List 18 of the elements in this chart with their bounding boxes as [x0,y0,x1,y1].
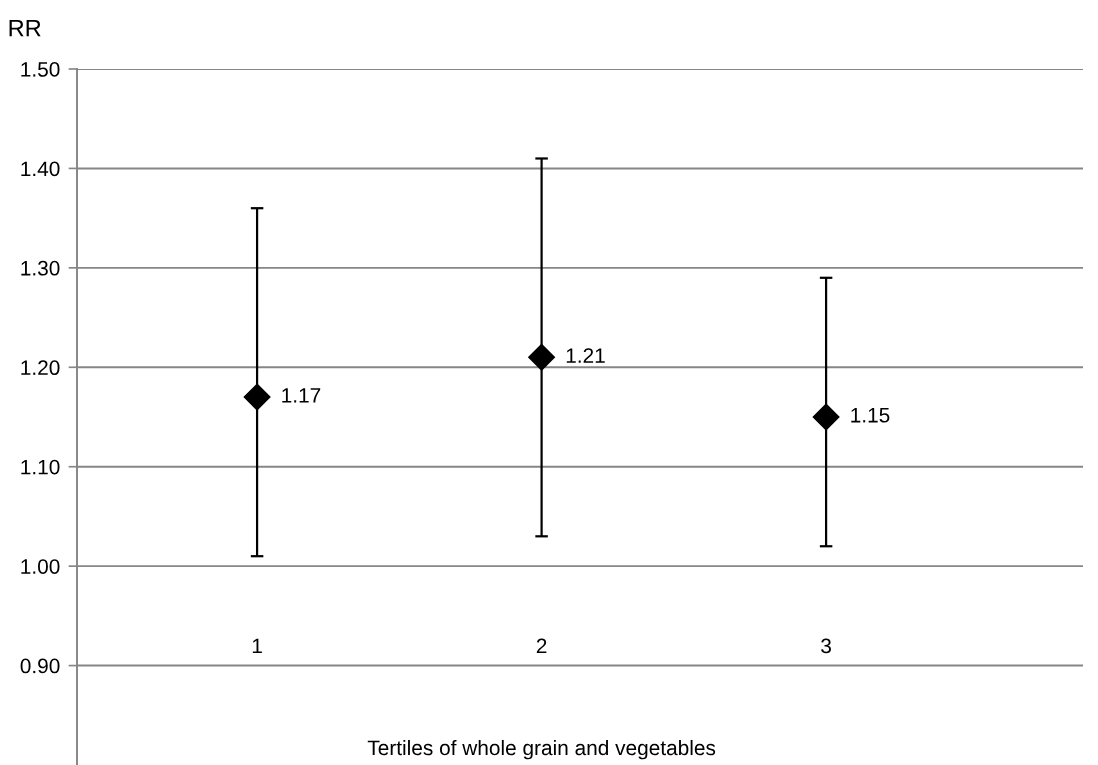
x-axis-title: Tertiles of whole grain and vegetables [367,739,716,760]
x-tick-label: 2 [536,638,547,654]
y-axis-title: RR [9,19,41,37]
x-tick-label: 3 [821,638,831,654]
point [528,343,556,371]
y-tick-label: 1.10 [21,459,60,475]
point [243,383,271,411]
data-label: 1.17 [282,388,321,403]
data-label: 1.15 [851,408,890,423]
data-label: 1.21 [566,348,605,363]
point [812,403,840,431]
y-tick-label: 0.90 [20,658,60,674]
y-tick-label: 1.50 [21,62,60,77]
y-tick-label: 1.20 [21,360,60,376]
y-tick-label: 1.00 [21,559,60,574]
x-tick-label: 1 [252,638,262,654]
y-tick-label: 1.30 [21,260,60,276]
y-tick-label: 1.40 [21,161,60,177]
